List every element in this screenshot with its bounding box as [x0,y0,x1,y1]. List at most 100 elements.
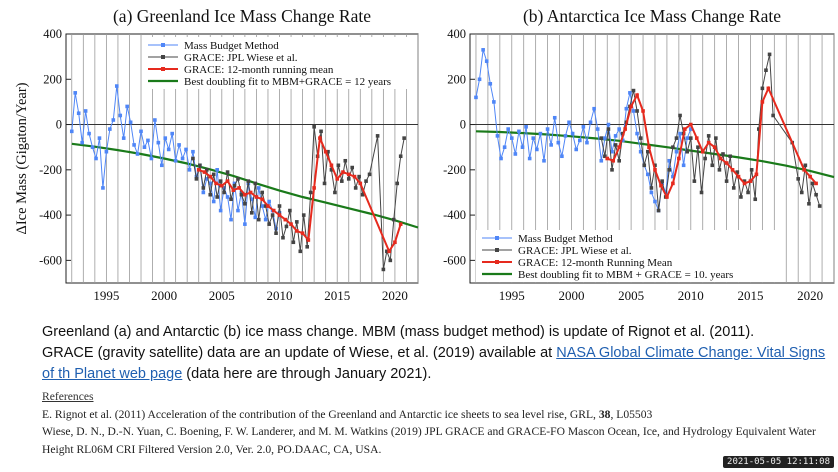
data-point-1 [326,149,330,154]
data-point-1 [263,204,268,208]
data-point-0 [267,199,271,204]
data-point-2 [766,86,771,91]
data-point-1 [215,195,219,199]
data-point-2 [225,179,230,183]
data-point-0 [256,186,261,190]
y-tick-label: -400 [39,208,62,222]
data-point-0 [474,95,478,100]
data-point-0 [545,127,550,131]
data-point-1 [357,174,361,179]
nasa-vital-signs-link[interactable]: NASA Global Climate Change: Vital Signs … [42,345,826,382]
data-point-0 [260,204,264,208]
data-point-1 [395,181,400,186]
data-point-0 [253,215,258,220]
y-tick-label: 400 [43,27,62,41]
data-point-0 [681,163,686,168]
data-point-1 [635,109,639,113]
data-point-0 [243,222,247,226]
caption-text: GRACE (gravity satellite) data are an up… [42,345,557,361]
y-tick-label: -200 [39,163,62,177]
data-point-1 [699,190,704,195]
data-point-0 [606,122,611,127]
data-point-0 [481,48,485,52]
data-point-1 [678,113,682,118]
data-point-1 [767,52,772,57]
data-point-1 [385,249,389,254]
data-point-0 [635,131,639,136]
data-point-1 [753,197,758,202]
data-point-1 [642,163,647,168]
data-point-0 [688,127,693,131]
x-tick-label: 2010 [678,288,704,303]
data-point-0 [111,118,116,122]
data-point-1 [760,86,765,91]
reference-rignot-pages: , L05503 [610,407,653,421]
data-point-0 [610,149,614,154]
data-point-0 [595,127,600,131]
data-point-0 [620,138,625,143]
data-point-0 [588,120,593,125]
legend-marker [495,236,499,240]
data-point-2 [306,238,311,242]
legend-marker [495,260,499,264]
data-point-1 [360,192,365,197]
data-point-1 [201,186,206,190]
data-point-0 [83,109,88,113]
data-point-0 [581,125,586,129]
caption-line-2: GRACE (gravity satellite) data are an up… [42,343,832,385]
data-point-0 [97,136,102,140]
reference-rignot-text: E. Rignot et al. (2011) Acceleration of … [42,407,599,421]
data-point-0 [649,190,654,195]
y-tick-label: 0 [460,118,466,132]
legend-label: GRACE: JPL Wiese et al. [184,52,298,64]
caption-text-end: (data here are through January 2021). [182,366,432,382]
data-point-1 [346,177,351,181]
data-point-1 [270,213,275,217]
data-point-0 [574,147,579,152]
data-point-1 [706,134,711,138]
data-point-0 [570,131,575,136]
data-point-1 [667,168,672,172]
data-point-0 [509,136,514,140]
data-point-1 [322,181,327,186]
data-point-2 [706,140,711,145]
data-point-0 [153,118,157,122]
data-point-0 [638,149,643,154]
data-point-0 [222,186,226,190]
legend-label: Mass Budget Method [184,40,279,52]
data-point-2 [647,145,651,149]
data-point-0 [263,217,268,222]
data-point-0 [527,156,532,161]
x-tick-label: 2020 [382,288,408,303]
y-tick-label: 0 [56,118,62,132]
data-point-0 [495,134,500,138]
data-point-0 [277,211,282,215]
data-point-0 [653,199,657,204]
data-point-1 [717,168,722,172]
data-point-2 [220,183,224,188]
data-point-0 [87,131,91,136]
references: References E. Rignot et al. (2011) Accel… [42,388,832,458]
data-point-2 [736,174,741,179]
data-point-1 [312,125,316,129]
data-point-1 [606,127,611,131]
data-point-1 [236,177,240,181]
legend-label: Best doubling fit to MBM + GRACE = 10. y… [518,269,733,281]
data-point-0 [631,109,636,113]
data-point-0 [624,106,629,111]
data-point-2 [387,249,391,254]
data-point-1 [764,68,768,73]
data-point-0 [549,143,553,147]
data-point-1 [281,235,285,240]
data-point-1 [703,156,707,161]
caption-line-1: Greenland (a) and Antarctic (b) ice mass… [42,324,755,340]
legend-box [476,230,776,282]
data-point-1 [613,143,618,147]
data-point-0 [477,77,482,82]
data-point-0 [506,127,510,131]
data-point-1 [728,154,732,159]
data-point-0 [125,104,129,109]
data-point-2 [341,170,345,174]
data-point-1 [631,88,636,93]
